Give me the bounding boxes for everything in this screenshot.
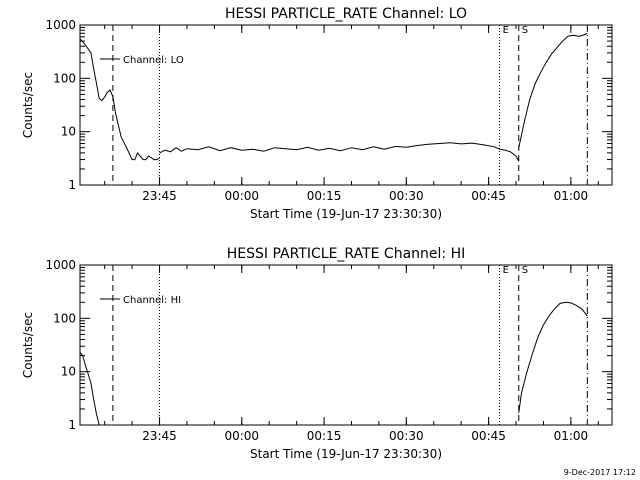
y-axis-label: Counts/sec [21, 72, 35, 138]
legend-label: Channel: LO [123, 55, 184, 66]
x-tick-label: 00:30 [389, 429, 424, 443]
x-tick-label: 00:00 [224, 429, 259, 443]
y-axis-label: Counts/sec [21, 312, 35, 378]
y-tick-label: 100 [53, 311, 76, 325]
y-tick-label: 10 [61, 125, 76, 139]
plot-frame [79, 24, 613, 186]
event-marker-label: S [522, 265, 528, 276]
y-tick-label: 1000 [45, 258, 76, 272]
x-tick-label: 00:30 [389, 189, 424, 203]
data-series-line [79, 38, 160, 161]
y-tick-label: 1 [68, 418, 76, 432]
x-tick-label: 00:00 [224, 189, 259, 203]
x-tick-label: 01:00 [554, 429, 589, 443]
x-tick-label: 00:45 [471, 189, 506, 203]
chart-title: HESSI PARTICLE_RATE Channel: LO [225, 6, 467, 22]
x-axis-label: Start Time (19-Jun-17 23:30:30) [250, 447, 442, 461]
y-tick-label: 10 [61, 365, 76, 379]
x-tick-label: 00:15 [307, 429, 342, 443]
x-tick-label: 01:00 [554, 189, 589, 203]
chart-title: HESSI PARTICLE_RATE Channel: HI [227, 246, 465, 262]
event-marker-label: E [503, 25, 509, 36]
event-marker-label: E [503, 265, 509, 276]
data-series-line [518, 301, 588, 413]
x-tick-label: 23:45 [142, 429, 177, 443]
x-tick-label: 00:15 [307, 189, 342, 203]
x-tick-label: 00:45 [471, 429, 506, 443]
y-tick-label: 1000 [45, 18, 76, 32]
data-series-line [79, 352, 100, 426]
data-series-line [159, 142, 520, 162]
y-tick-label: 100 [53, 71, 76, 85]
x-axis-label: Start Time (19-Jun-17 23:30:30) [250, 207, 442, 221]
y-tick-label: 1 [68, 178, 76, 192]
plot-frame [79, 264, 613, 426]
event-marker-label: S [522, 25, 528, 36]
x-tick-label: 23:45 [142, 189, 177, 203]
legend-label: Channel: HI [123, 295, 181, 306]
footer-timestamp: 9-Dec-2017 17:12 [563, 468, 636, 477]
data-series-line [518, 32, 588, 148]
